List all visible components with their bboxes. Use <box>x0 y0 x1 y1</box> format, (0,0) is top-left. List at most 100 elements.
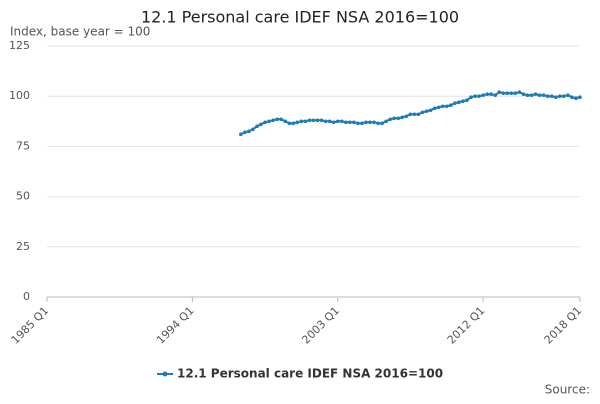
point <box>533 92 538 96</box>
point <box>339 119 344 124</box>
point <box>388 117 393 122</box>
point <box>307 118 312 123</box>
point <box>311 118 316 123</box>
point <box>436 105 441 110</box>
point <box>549 94 554 98</box>
point <box>380 121 384 126</box>
point <box>505 91 510 95</box>
point <box>392 116 397 121</box>
y-axis-label: Index, base year = 100 <box>10 25 150 39</box>
point <box>574 96 578 101</box>
point <box>263 120 267 125</box>
point <box>239 132 243 137</box>
point <box>440 104 445 109</box>
point <box>570 95 574 100</box>
point <box>517 90 522 94</box>
point <box>376 121 380 126</box>
point <box>287 121 292 126</box>
x-tick-label: 2018 Q1 <box>542 304 585 347</box>
legend-label: 12.1 Personal care IDEF NSA 2016=100 <box>177 367 443 381</box>
point <box>255 124 259 129</box>
point <box>521 92 526 96</box>
point <box>424 109 429 114</box>
point <box>489 92 493 96</box>
point <box>469 95 473 100</box>
point <box>553 95 558 100</box>
point <box>364 120 368 125</box>
point <box>509 91 514 95</box>
point <box>408 112 413 117</box>
point <box>384 119 388 124</box>
point <box>545 94 550 98</box>
point <box>453 101 457 106</box>
point <box>481 93 485 97</box>
point <box>267 119 271 124</box>
point <box>448 103 453 108</box>
point <box>372 120 376 125</box>
point <box>396 116 401 121</box>
point <box>485 92 489 96</box>
y-tick-label: 25 <box>16 240 30 253</box>
point <box>444 104 449 109</box>
point <box>303 119 308 124</box>
point <box>513 91 518 95</box>
point <box>319 118 324 123</box>
x-tick-label: 2003 Q1 <box>299 304 342 347</box>
point <box>251 127 255 132</box>
point <box>360 121 364 126</box>
point <box>315 118 320 123</box>
point <box>566 93 570 97</box>
point <box>279 117 283 122</box>
point <box>457 100 461 105</box>
point <box>412 112 417 117</box>
point <box>331 120 336 125</box>
point <box>283 119 288 124</box>
point <box>299 119 304 124</box>
point <box>420 110 425 115</box>
point <box>525 93 530 97</box>
point <box>327 119 332 124</box>
y-tick-label: 100 <box>9 89 30 102</box>
point <box>352 120 356 125</box>
point <box>400 115 405 120</box>
y-tick-label: 50 <box>16 190 30 203</box>
point <box>344 120 348 125</box>
point <box>578 95 582 100</box>
point <box>275 117 279 122</box>
legend-marker <box>162 371 168 377</box>
point <box>247 129 251 134</box>
point <box>243 130 247 135</box>
y-tick-label: 125 <box>9 39 30 52</box>
point <box>291 121 296 126</box>
point <box>477 94 481 98</box>
point <box>558 94 562 98</box>
point <box>404 114 409 119</box>
x-tick-label: 1985 Q1 <box>9 304 52 347</box>
point <box>416 112 421 117</box>
y-tick-label: 75 <box>16 139 30 152</box>
point <box>368 120 372 125</box>
point <box>473 94 477 98</box>
point <box>529 93 534 97</box>
point <box>335 119 340 124</box>
chart-title: 12.1 Personal care IDEF NSA 2016=100 <box>141 8 459 27</box>
point <box>348 120 352 125</box>
point <box>461 99 465 104</box>
point <box>465 98 469 103</box>
point <box>271 118 275 123</box>
point <box>432 106 437 111</box>
point <box>562 94 566 98</box>
point <box>323 119 328 124</box>
y-tick-label: 0 <box>23 290 30 303</box>
point <box>428 108 433 113</box>
point <box>501 91 506 95</box>
point <box>537 93 542 97</box>
point <box>497 90 502 94</box>
point <box>493 93 498 97</box>
x-tick-label: 2012 Q1 <box>445 304 488 347</box>
x-tick-label: 1994 Q1 <box>154 304 197 347</box>
point <box>259 122 263 127</box>
point <box>541 93 546 97</box>
point <box>295 120 300 125</box>
